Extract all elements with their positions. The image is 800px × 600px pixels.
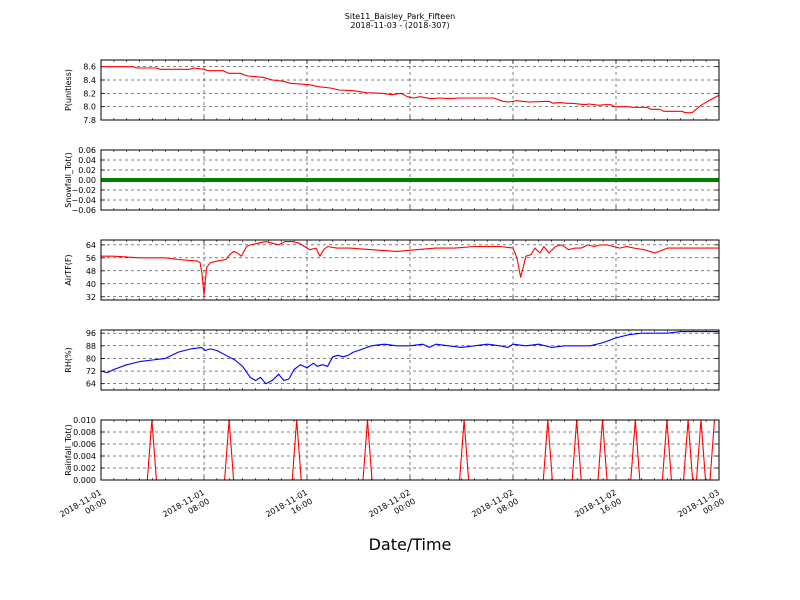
y-axis-label: AirTF(F) [64, 254, 73, 285]
figure-title: Site11_Baisley_Park_Fifteen [345, 12, 455, 21]
y-tick-label: 0.02 [78, 166, 96, 175]
y-tick-label: 0.04 [78, 156, 96, 165]
y-tick-label: 32 [86, 293, 96, 302]
x-tick-label: 2018-11-0208:00 [470, 488, 520, 528]
x-tick-label: 2018-11-0216:00 [573, 488, 623, 528]
panel-5: 0.010 0.008 0.006 0.004 0.002 0.000Rainfall_T… [64, 416, 720, 485]
axes-frame [100, 239, 720, 301]
y-tick-label: 72 [86, 367, 96, 376]
axes-frame [100, 419, 720, 481]
y-tick-label: 56 [86, 254, 96, 263]
series-line [100, 331, 719, 385]
y-tick-label: 80 [86, 354, 96, 363]
panel-2: 0.060.040.020.00−0.02−0.04−0.06Snowfall_… [64, 146, 720, 215]
y-tick-label: 64 [86, 380, 96, 389]
x-tick-label: 2018-11-0100:00 [58, 488, 108, 528]
panel-3: 64 56 48 40 32 AirTF(F) [64, 239, 720, 302]
y-axis-label: Rainfall_Tot() [64, 424, 73, 476]
y-tick-label: 0.000 [73, 476, 96, 485]
y-tick-label: 0.006 [73, 440, 96, 449]
axes-frame [100, 149, 720, 211]
x-axis-label: Date/Time [369, 535, 452, 554]
y-axis-label: RH(%) [64, 347, 73, 372]
y-tick-label: 0.00 [78, 176, 96, 185]
y-tick-label: −0.04 [71, 196, 96, 205]
y-axis-label: P(unitless) [64, 69, 73, 111]
y-tick-label: −0.06 [71, 206, 96, 215]
panel-1: 8.6 8.4 8.2 8.0 7.8 P(unitless) [64, 59, 720, 125]
y-tick-label: 0.004 [73, 452, 96, 461]
y-tick-label: 40 [86, 280, 96, 289]
y-tick-label: 96 [86, 329, 96, 338]
y-tick-label: 7.8 [83, 116, 96, 125]
figure-subtitle: 2018-11-03 - (2018-307) [350, 21, 449, 30]
panel-4: 96 88 80 72 64 RH(%) [64, 329, 720, 391]
y-tick-label: 0.06 [78, 146, 96, 155]
y-tick-label: −0.02 [71, 186, 96, 195]
axes-frame [100, 59, 720, 121]
y-tick-label: 64 [86, 241, 96, 250]
x-tick-label: 2018-11-0300:00 [676, 488, 726, 528]
x-tick-label: 2018-11-0108:00 [161, 488, 211, 528]
y-tick-label: 48 [86, 267, 96, 276]
y-tick-label: 0.010 [73, 416, 96, 425]
y-tick-label: 8.2 [83, 89, 96, 98]
axes-frame [100, 329, 720, 391]
y-axis-label: Snowfall_Tot() [64, 152, 73, 208]
y-tick-label: 88 [86, 342, 96, 351]
series-line [101, 66, 720, 114]
series-line [101, 241, 719, 296]
y-tick-label: 0.002 [73, 464, 96, 473]
y-tick-label: 8.4 [83, 76, 96, 85]
x-tick-label: 2018-11-0116:00 [264, 488, 314, 528]
y-tick-label: 0.008 [73, 428, 96, 437]
y-tick-label: 8.0 [83, 103, 96, 112]
y-tick-label: 8.6 [83, 63, 96, 72]
x-tick-label: 2018-11-0200:00 [367, 488, 417, 528]
